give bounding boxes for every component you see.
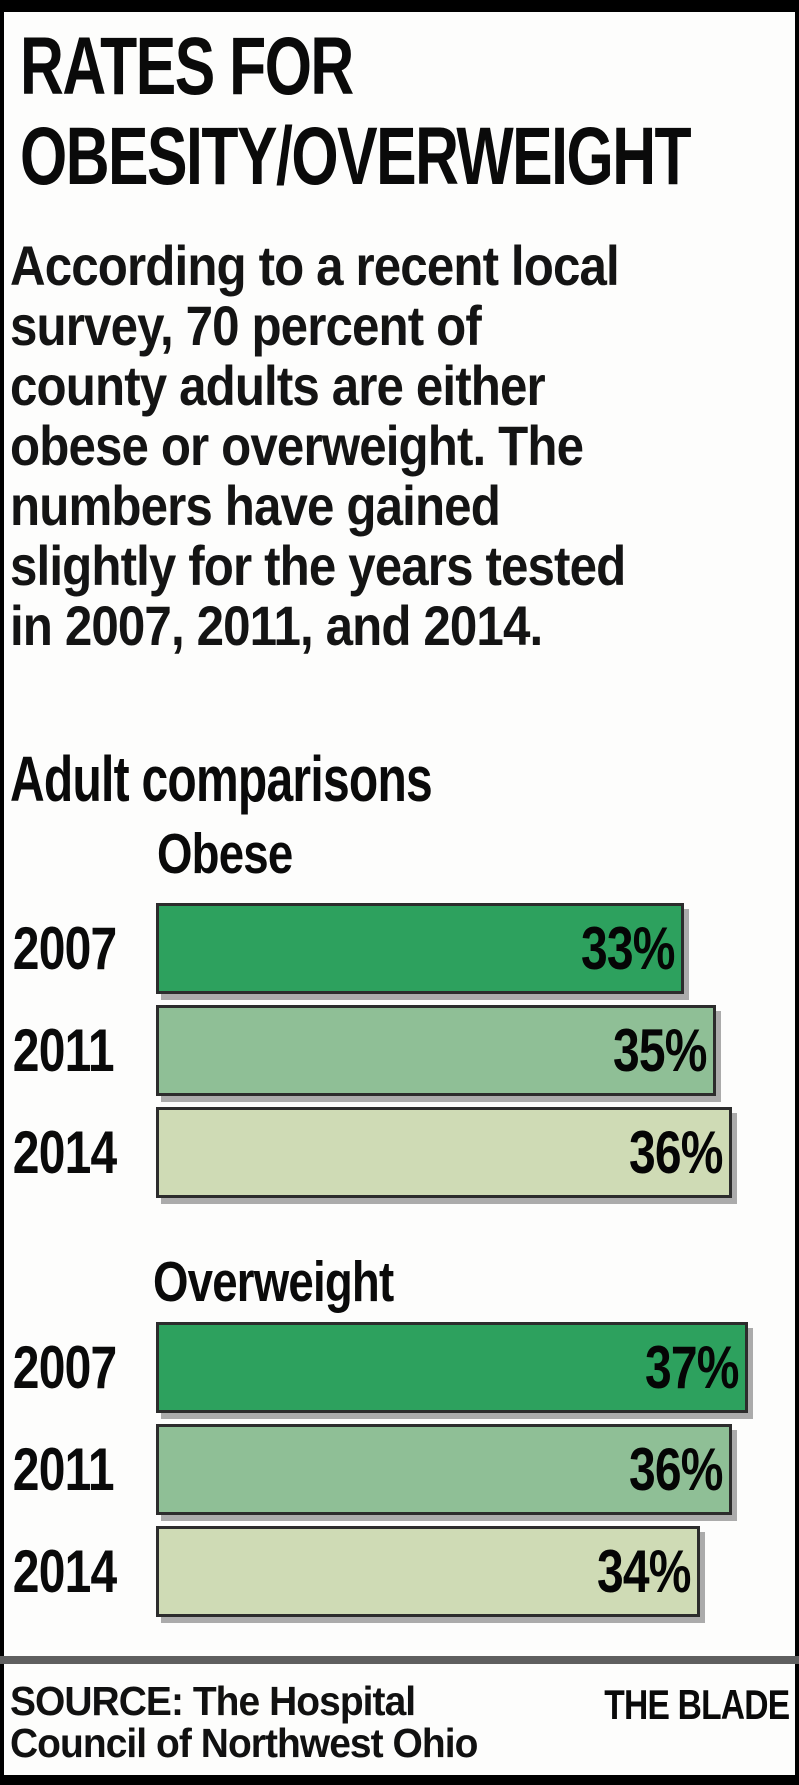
bar-value-label: 34% [596,1537,691,1605]
bar-overweight-2011: 36% [156,1424,732,1515]
year-label: 2011 [12,1017,115,1084]
bar-row: 2014 34% [0,1526,799,1617]
year-label: 2007 [12,1334,117,1401]
bar-overweight-2014: 34% [156,1526,700,1617]
left-border [0,0,4,1785]
year-label: 2007 [12,915,117,982]
bar-row: 2007 33% [0,903,799,994]
source-text: SOURCE: The Hospital Council of Northwes… [10,1678,478,1766]
bar-overweight-2007: 37% [156,1322,748,1413]
chart-obese: 2007 33% 2011 35% 2014 36% [0,903,799,1209]
year-label: 2014 [12,1538,117,1605]
bar-obese-2014: 36% [156,1107,732,1198]
chart-overweight: 2007 37% 2011 36% 2014 34% [0,1322,799,1628]
bar-obese-2007: 33% [156,903,684,994]
bar-value-label: 36% [628,1435,723,1503]
bar-value-label: 35% [612,1016,707,1084]
bar-row: 2011 36% [0,1424,799,1515]
bar-value-label: 33% [580,914,675,982]
section-title: Adult comparisons [10,743,433,815]
bar-row: 2014 36% [0,1107,799,1198]
bar-value-label: 37% [644,1333,739,1401]
page-title: RATES FOR OBESITY/OVERWEIGHT [20,21,692,202]
year-label: 2011 [12,1436,115,1503]
right-border [795,0,799,1785]
top-border [0,0,799,12]
chart-title-overweight: Overweight [153,1250,394,1314]
credit-text: THE BLADE [603,1681,790,1728]
bar-value-label: 36% [628,1118,723,1186]
footer-divider [0,1656,799,1664]
chart-title-obese: Obese [157,822,293,886]
intro-text: According to a recent local survey, 70 p… [10,234,626,657]
bar-obese-2011: 35% [156,1005,716,1096]
bar-row: 2011 35% [0,1005,799,1096]
year-label: 2014 [12,1119,117,1186]
bottom-border [0,1775,799,1785]
bar-row: 2007 37% [0,1322,799,1413]
